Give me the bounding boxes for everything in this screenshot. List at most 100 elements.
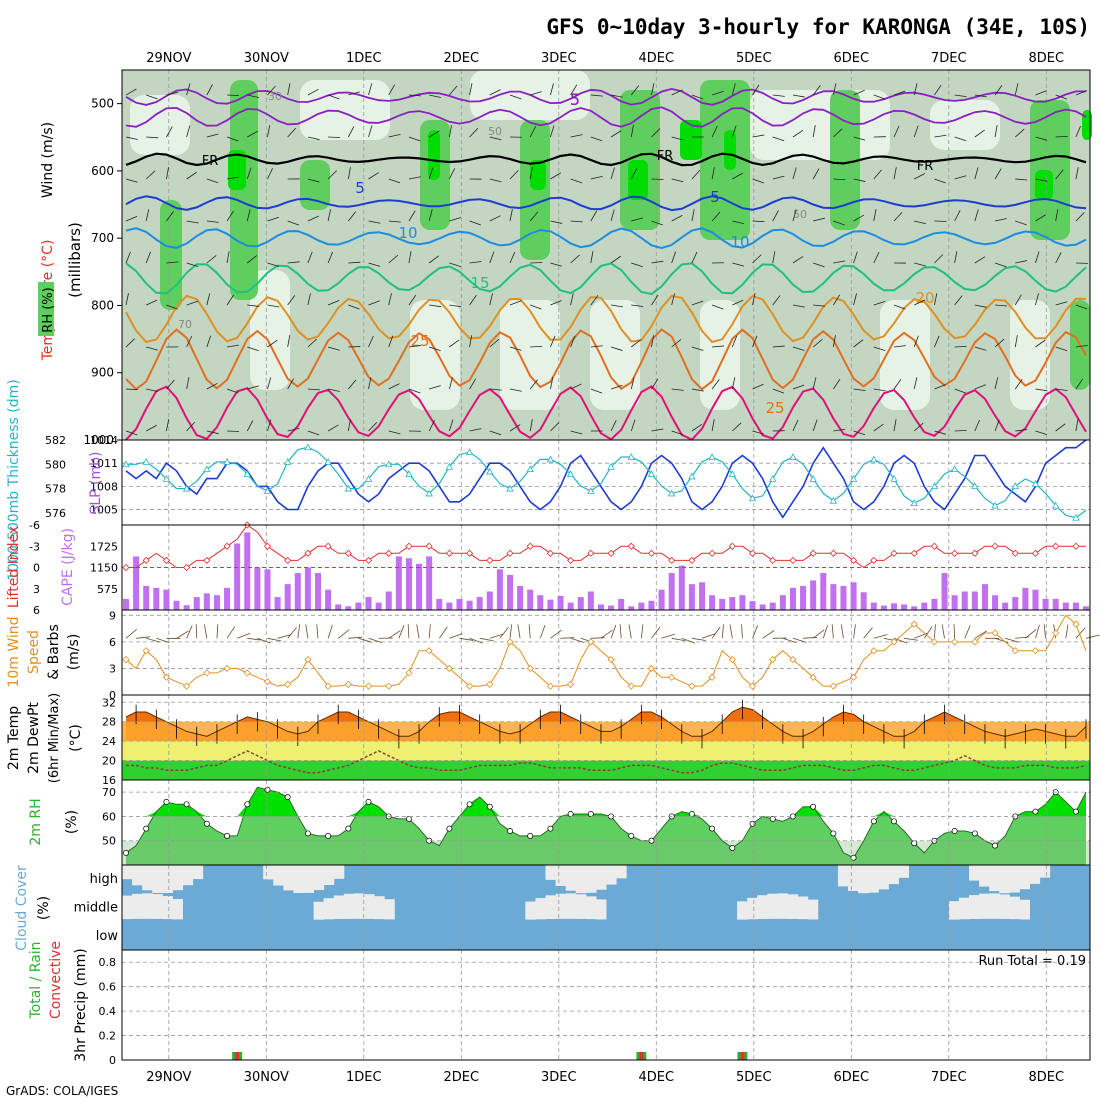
wind-barb bbox=[732, 299, 744, 306]
cape-bar bbox=[840, 585, 847, 610]
wind-barb bbox=[813, 217, 825, 222]
thickness-point bbox=[344, 484, 352, 492]
wind-barb bbox=[570, 430, 583, 435]
cape-bar bbox=[557, 595, 564, 610]
wind-barb bbox=[732, 220, 745, 224]
wind10-barb bbox=[136, 636, 151, 639]
pressure-tick-label: 1000 bbox=[83, 433, 114, 447]
wind-barb bbox=[610, 346, 623, 351]
wind-barb bbox=[246, 420, 254, 432]
li-tick-label: -3 bbox=[29, 540, 40, 553]
top-day-label: 29NOV bbox=[146, 51, 191, 66]
wind-barb bbox=[893, 419, 897, 432]
wind-barb bbox=[570, 220, 583, 223]
wind-barb bbox=[873, 94, 886, 100]
wind10-barb bbox=[873, 634, 888, 639]
wind-barb bbox=[166, 419, 170, 432]
wind10-barb bbox=[628, 624, 632, 639]
wind-barb bbox=[247, 94, 260, 99]
wind-barb bbox=[469, 428, 482, 432]
pressure-tick-label: 600 bbox=[91, 164, 114, 178]
cape-bar bbox=[294, 573, 301, 610]
thickness-point bbox=[1072, 513, 1080, 521]
wind-barb bbox=[529, 167, 533, 180]
wind10-barb bbox=[517, 624, 521, 639]
cloud-mid-gap bbox=[384, 899, 395, 920]
wind-barb bbox=[428, 167, 434, 180]
wind-barb bbox=[812, 419, 818, 432]
wind-barb bbox=[873, 169, 882, 180]
wind-barb bbox=[428, 420, 435, 432]
isotherm-label: 5 bbox=[570, 90, 580, 109]
wind-barb bbox=[752, 254, 762, 264]
wind-barb bbox=[631, 217, 643, 222]
wind-barb bbox=[146, 94, 158, 100]
wind-barb bbox=[711, 419, 715, 432]
rh2-point bbox=[567, 811, 574, 817]
wind-barb bbox=[853, 89, 865, 96]
wind-barb bbox=[550, 125, 555, 138]
wind10-barb bbox=[479, 637, 494, 642]
wind-barb bbox=[307, 388, 320, 391]
wind-barb bbox=[307, 88, 319, 96]
isotherm-line bbox=[125, 328, 1087, 391]
wind-barb bbox=[448, 125, 452, 138]
isotherm-line bbox=[125, 294, 1087, 344]
wind-barb bbox=[550, 172, 561, 180]
wind10-barb bbox=[651, 626, 661, 639]
rh2-point bbox=[547, 825, 554, 832]
wind10-point bbox=[425, 647, 433, 655]
li-point bbox=[930, 542, 938, 550]
li-point bbox=[748, 549, 757, 557]
wind-barb bbox=[408, 345, 421, 348]
thickness-point bbox=[910, 499, 918, 507]
rh2-point bbox=[466, 801, 473, 808]
li-point bbox=[1011, 549, 1019, 557]
wind-barb bbox=[1035, 90, 1047, 96]
wind-barb bbox=[206, 220, 219, 223]
cloud-high-gap bbox=[273, 865, 284, 886]
wind-barb bbox=[651, 428, 664, 432]
wind-barb bbox=[166, 167, 169, 180]
cape-bar bbox=[648, 600, 655, 610]
cloud-high-gap bbox=[969, 865, 980, 881]
temp-tick-label: 28 bbox=[102, 716, 116, 729]
wind10-point bbox=[1011, 647, 1019, 655]
wind-barb bbox=[994, 125, 998, 138]
wind-barb bbox=[550, 83, 554, 96]
wind-barb bbox=[651, 294, 659, 306]
cloud-mid-gap bbox=[142, 893, 153, 919]
li-point bbox=[142, 556, 150, 564]
wind-barb bbox=[449, 339, 460, 348]
top-day-label: 30NOV bbox=[244, 51, 289, 66]
isotherm-label: 70 bbox=[178, 318, 192, 331]
wind-barb bbox=[347, 419, 351, 432]
wind10-barb bbox=[812, 629, 825, 639]
wind10-point bbox=[607, 656, 615, 664]
cape-bar bbox=[901, 604, 908, 610]
cape-bar bbox=[436, 598, 443, 610]
cape-bar bbox=[466, 600, 473, 610]
cloud-mid-gap bbox=[585, 896, 597, 920]
rh2-point bbox=[345, 825, 352, 832]
wind-barb bbox=[833, 220, 845, 226]
wind-barb bbox=[550, 377, 554, 390]
wind-barb bbox=[125, 88, 137, 96]
wind10-barb bbox=[752, 625, 758, 639]
thickness-point bbox=[769, 475, 777, 482]
wind-barb bbox=[509, 424, 521, 432]
wind-barb bbox=[489, 388, 502, 391]
wind10-point bbox=[405, 669, 413, 677]
wind-barb bbox=[772, 251, 776, 264]
wind-barb bbox=[590, 210, 598, 222]
wind10-barb bbox=[1025, 629, 1037, 639]
thickness-point bbox=[405, 470, 413, 477]
ylabel-wind10-c: & Barbs bbox=[46, 624, 62, 680]
wind-barb bbox=[994, 262, 1007, 268]
wind10-point bbox=[385, 682, 393, 690]
slp-line bbox=[125, 439, 1087, 519]
wind-barb bbox=[469, 378, 477, 390]
bottom-day-label: 3DEC bbox=[541, 1070, 577, 1085]
wind-barb bbox=[529, 126, 536, 138]
wind10-point bbox=[364, 682, 373, 690]
